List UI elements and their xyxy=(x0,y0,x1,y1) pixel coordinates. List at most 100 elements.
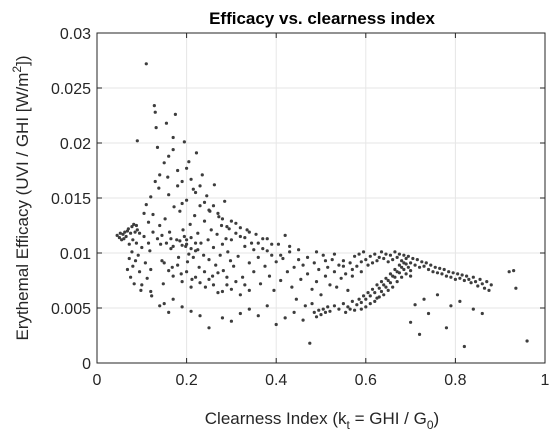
y-axis-label-superscript: 2 xyxy=(10,66,24,73)
data-point xyxy=(243,283,247,287)
data-point xyxy=(206,238,210,242)
data-point xyxy=(148,249,152,253)
data-point xyxy=(409,274,413,278)
data-point xyxy=(130,250,134,254)
data-point xyxy=(189,285,193,289)
data-point xyxy=(219,223,224,228)
x-axis-label: Clearness Index (kt = GHI / G0) xyxy=(205,409,439,432)
data-point xyxy=(314,250,319,254)
data-point xyxy=(415,258,419,262)
data-point xyxy=(154,126,158,130)
data-point xyxy=(426,311,431,316)
data-point xyxy=(198,281,202,285)
data-point xyxy=(290,285,294,289)
data-point xyxy=(247,230,251,234)
data-point xyxy=(254,232,258,236)
data-point xyxy=(368,254,372,258)
data-point xyxy=(512,269,516,273)
data-point xyxy=(200,173,204,177)
data-point xyxy=(217,215,221,219)
data-point xyxy=(139,288,143,292)
data-point xyxy=(332,252,337,256)
data-point xyxy=(314,280,319,284)
data-point xyxy=(388,272,393,276)
data-point xyxy=(449,275,453,279)
data-point xyxy=(341,259,345,263)
data-point xyxy=(270,253,274,257)
y-axis-label: Erythemal Efficacy (UVI / GHI [W/m2]) xyxy=(10,55,32,340)
data-point xyxy=(265,237,269,241)
data-point xyxy=(124,234,128,239)
data-point xyxy=(384,252,388,256)
data-point xyxy=(234,221,238,225)
data-point xyxy=(256,314,260,318)
data-point xyxy=(283,316,287,320)
data-point xyxy=(426,267,431,272)
data-point xyxy=(299,277,303,281)
data-point xyxy=(202,253,206,257)
data-point xyxy=(126,227,130,231)
data-point xyxy=(167,154,171,158)
data-point xyxy=(297,248,301,252)
data-point xyxy=(326,305,330,309)
data-point xyxy=(377,255,381,259)
data-point xyxy=(215,232,219,236)
data-point xyxy=(149,267,153,272)
data-point xyxy=(189,177,193,181)
data-point xyxy=(341,264,345,268)
data-point xyxy=(143,261,147,265)
data-point xyxy=(207,277,211,281)
data-point xyxy=(417,265,422,269)
x-tick-label: 0.8 xyxy=(444,372,466,389)
data-point xyxy=(198,314,202,318)
data-point xyxy=(294,297,298,301)
data-point xyxy=(234,231,238,235)
data-point xyxy=(420,260,424,264)
data-point xyxy=(303,304,307,308)
data-point xyxy=(373,291,377,295)
data-point xyxy=(469,281,473,285)
data-point xyxy=(400,265,404,269)
data-point xyxy=(467,277,471,281)
data-point xyxy=(115,233,119,237)
data-point xyxy=(258,282,263,286)
data-point xyxy=(151,230,155,234)
data-point xyxy=(480,311,484,316)
data-point xyxy=(144,203,148,207)
data-point xyxy=(310,287,314,291)
data-point xyxy=(185,166,189,170)
data-point xyxy=(203,285,208,289)
data-point xyxy=(153,179,157,184)
data-point xyxy=(172,205,176,209)
data-point xyxy=(274,260,278,264)
data-point xyxy=(224,237,228,241)
data-point xyxy=(377,295,381,299)
data-point xyxy=(166,175,170,179)
data-point xyxy=(332,270,337,274)
data-point xyxy=(348,307,352,311)
y-axis-label-main: Erythemal Efficacy (UVI / GHI [W/m xyxy=(13,73,32,341)
data-point xyxy=(249,241,254,245)
data-point xyxy=(185,260,190,264)
data-point xyxy=(189,247,193,251)
data-point xyxy=(395,280,399,284)
y-tick-label: 0 xyxy=(82,356,91,373)
data-point xyxy=(170,265,174,269)
data-point xyxy=(281,256,285,261)
data-point xyxy=(453,277,457,281)
data-point xyxy=(129,231,133,235)
data-point xyxy=(216,291,220,295)
data-point xyxy=(261,247,265,251)
data-point xyxy=(404,262,408,266)
data-point xyxy=(391,258,395,262)
data-point xyxy=(393,250,397,254)
data-point xyxy=(238,311,242,316)
data-point xyxy=(451,271,455,275)
data-point xyxy=(382,293,386,297)
data-point xyxy=(460,273,464,277)
data-point xyxy=(406,265,410,269)
data-point xyxy=(207,326,211,330)
data-point xyxy=(379,250,384,254)
data-point xyxy=(279,253,283,257)
data-point xyxy=(317,308,321,312)
